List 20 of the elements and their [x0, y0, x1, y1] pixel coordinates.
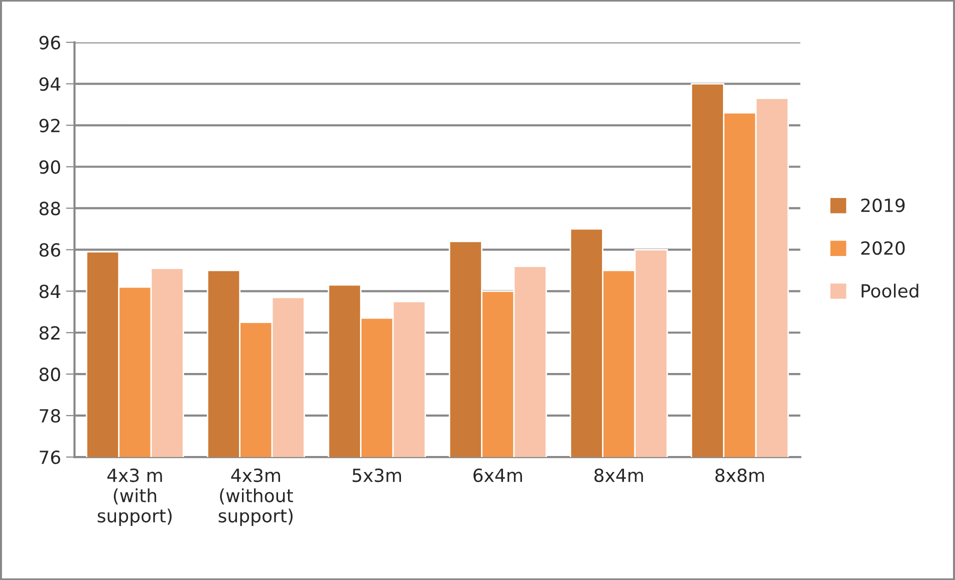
x-tick-label: 4x3m (without support) — [218, 468, 293, 526]
y-tick-label: 96 — [39, 36, 60, 50]
x-tick-label: 4x3 m (with support) — [98, 468, 172, 526]
legend-label: 2020 — [861, 241, 905, 255]
x-tick-label: 6x4m — [474, 468, 522, 482]
x-tick-label: 5x3m — [352, 468, 401, 482]
x-tick-label: 8x4m — [594, 468, 643, 482]
y-tick-label: 78 — [40, 409, 60, 423]
x-tick-label: 8x8m — [715, 468, 764, 482]
legend-label: Pooled — [862, 284, 918, 298]
y-tick-label: 82 — [40, 326, 60, 340]
legend-label: 2019 — [861, 198, 905, 212]
y-tick-label: 86 — [40, 243, 60, 257]
y-tick-label: 90 — [39, 160, 60, 174]
y-tick-label: 94 — [39, 77, 60, 91]
y-tick-label: 92 — [39, 118, 60, 132]
y-tick-label: 84 — [40, 284, 60, 298]
y-tick-label: 80 — [40, 368, 60, 382]
y-tick-label: 88 — [40, 202, 60, 216]
y-tick-label: 76 — [40, 450, 60, 464]
